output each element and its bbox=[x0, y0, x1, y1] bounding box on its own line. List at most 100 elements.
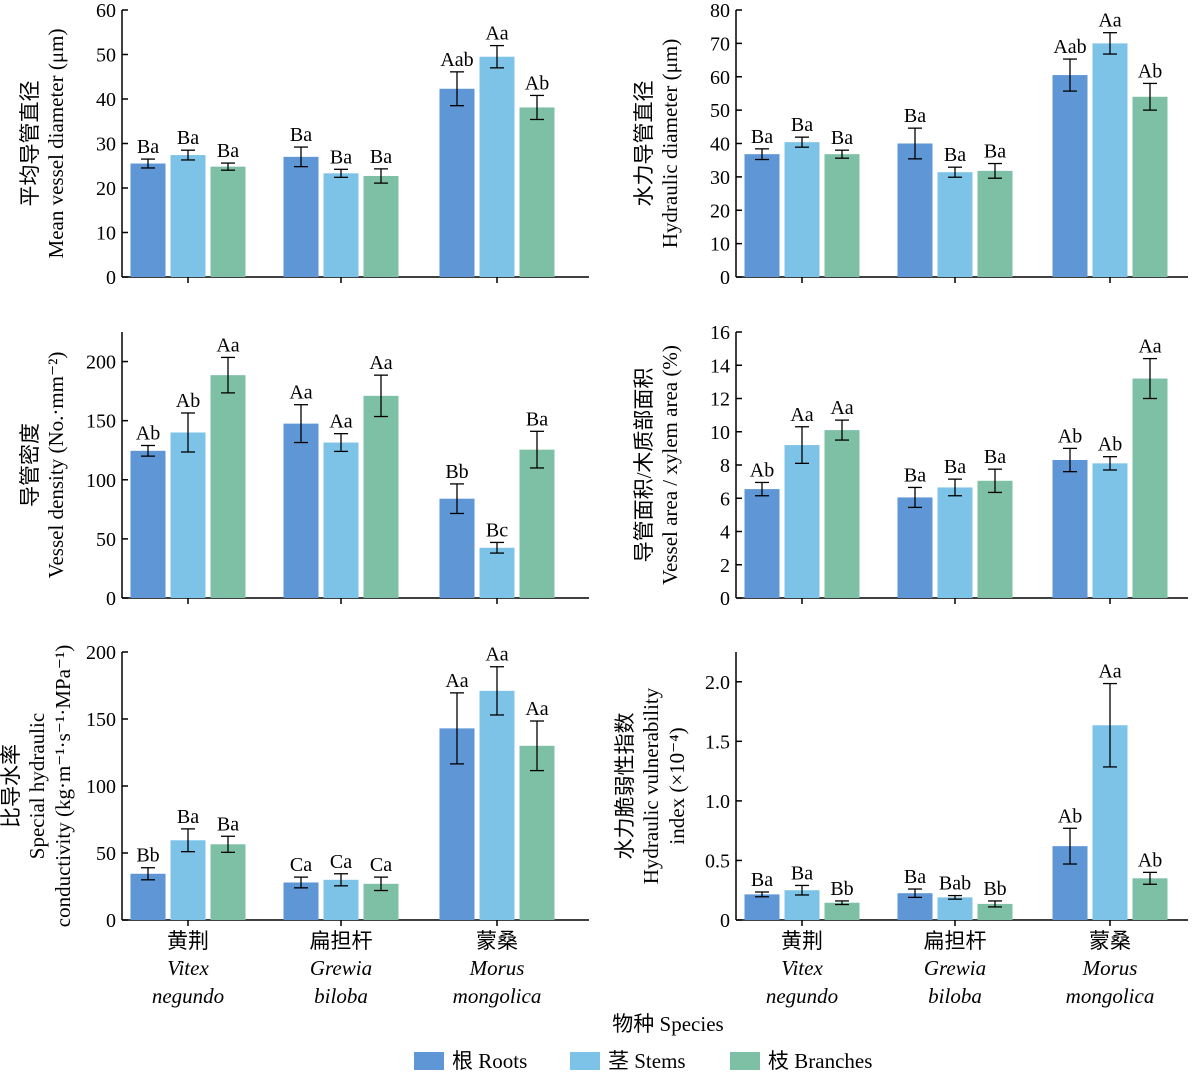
chart-panel-3: 0 50 100 150 200 Ab Aa Bb Ab Aa Bc Aa Aa Ba 导管密度 Vessel… bbox=[18, 332, 589, 610]
bar-stems bbox=[323, 442, 359, 598]
y-tick-label: 150 bbox=[86, 411, 116, 433]
significance-label: Aab bbox=[1053, 36, 1086, 58]
bar-stems bbox=[323, 173, 359, 277]
y-tick-label: 2.0 bbox=[705, 672, 730, 694]
category-label: 黄荆 Vitex negundo bbox=[766, 929, 838, 1008]
y-axis-label: Hydraulic vulnerability bbox=[639, 687, 663, 884]
significance-label: Aa bbox=[1138, 336, 1161, 358]
significance-label: Aa bbox=[525, 698, 548, 720]
category-latin-genus: Morus bbox=[469, 956, 525, 980]
bar-branches bbox=[824, 430, 860, 598]
y-axis-label: conductivity (kg·m⁻¹·s⁻¹·MPa⁻¹) bbox=[51, 645, 75, 928]
significance-label: Ba bbox=[330, 146, 352, 168]
legend-swatch bbox=[730, 1052, 760, 1070]
bar-stems bbox=[1092, 43, 1128, 277]
significance-label: Ab bbox=[1058, 805, 1082, 827]
y-tick-label: 0 bbox=[106, 588, 116, 610]
significance-label: Ab bbox=[176, 390, 200, 412]
significance-label: Ba bbox=[984, 141, 1006, 163]
significance-label: Aa bbox=[369, 352, 392, 374]
legend-item-stems: 茎 Stems bbox=[570, 1049, 686, 1073]
category-latin-genus: Grewia bbox=[310, 956, 372, 980]
significance-label: Ba bbox=[831, 127, 853, 149]
bar-roots bbox=[1052, 460, 1088, 598]
significance-label: Ab bbox=[750, 459, 774, 481]
bar-roots bbox=[439, 498, 475, 598]
bar-stems bbox=[937, 487, 973, 598]
significance-label: Ba bbox=[791, 114, 813, 136]
y-axis-label: Vessel density (No.·mm⁻²) bbox=[44, 352, 68, 579]
category-latin-genus: Grewia bbox=[924, 956, 986, 980]
significance-label: Ba bbox=[370, 146, 392, 168]
bar-branches bbox=[210, 166, 246, 277]
y-tick-label: 0 bbox=[720, 910, 730, 932]
y-tick-label: 0 bbox=[720, 267, 730, 289]
bar-stems bbox=[937, 172, 973, 277]
significance-label: Aa bbox=[830, 397, 853, 419]
bar-branches bbox=[977, 480, 1013, 598]
bar-branches bbox=[519, 107, 555, 277]
y-tick-label: 70 bbox=[710, 33, 730, 55]
y-tick-label: 100 bbox=[86, 776, 116, 798]
y-axis-label: 比导水率 bbox=[0, 744, 23, 828]
category-label: 蒙桑 Morus mongolica bbox=[1066, 929, 1155, 1008]
bar-roots bbox=[130, 450, 166, 598]
significance-label: Aab bbox=[440, 49, 473, 71]
significance-label: Bab bbox=[939, 873, 971, 895]
bar-stems bbox=[784, 142, 820, 277]
significance-label: Ab bbox=[525, 72, 549, 94]
bar-branches bbox=[824, 902, 860, 920]
y-axis-label: 水力导管直径 bbox=[632, 81, 656, 207]
y-tick-label: 14 bbox=[710, 355, 730, 377]
y-tick-label: 30 bbox=[96, 134, 116, 156]
bar-roots bbox=[130, 873, 166, 920]
significance-label: Ba bbox=[791, 862, 813, 884]
significance-label: Ca bbox=[290, 854, 312, 876]
bar-branches bbox=[210, 375, 246, 598]
y-tick-label: 20 bbox=[96, 178, 116, 200]
category-latin-genus: Morus bbox=[1082, 956, 1138, 980]
y-axis-label: 水力脆弱性指数 bbox=[613, 713, 637, 860]
significance-label: Ba bbox=[526, 408, 548, 430]
y-axis-label: index (×10⁻⁴) bbox=[665, 727, 689, 844]
significance-label: Ba bbox=[944, 144, 966, 166]
y-tick-label: 200 bbox=[86, 642, 116, 664]
y-tick-label: 60 bbox=[96, 0, 116, 22]
legend-swatch bbox=[570, 1052, 600, 1070]
y-tick-label: 0 bbox=[720, 588, 730, 610]
legend-label: 枝 Branches bbox=[768, 1049, 872, 1073]
significance-label: Ba bbox=[904, 105, 926, 127]
bar-branches bbox=[1132, 378, 1168, 598]
bar-branches bbox=[519, 745, 555, 920]
y-tick-label: 4 bbox=[720, 522, 730, 544]
significance-label: Ba bbox=[137, 136, 159, 158]
bar-branches bbox=[519, 449, 555, 598]
bar-roots bbox=[439, 88, 475, 277]
significance-label: Ca bbox=[330, 851, 352, 873]
significance-label: Ab bbox=[1138, 849, 1162, 871]
legend-swatch bbox=[414, 1052, 444, 1070]
bar-stems bbox=[784, 445, 820, 598]
significance-label: Bb bbox=[136, 845, 159, 867]
significance-label: Ab bbox=[1138, 60, 1162, 82]
category-cn: 黄荆 bbox=[781, 929, 823, 953]
bar-roots bbox=[283, 156, 319, 277]
significance-label: Aa bbox=[445, 670, 468, 692]
bar-stems bbox=[937, 897, 973, 920]
y-tick-label: 10 bbox=[710, 234, 730, 256]
y-tick-label: 40 bbox=[710, 134, 730, 156]
category-latin-species: biloba bbox=[314, 984, 368, 1008]
y-tick-label: 0 bbox=[106, 267, 116, 289]
category-label: 扁担杆 Grewia biloba bbox=[924, 929, 987, 1008]
significance-label: Ba bbox=[904, 464, 926, 486]
category-latin-species: negundo bbox=[152, 984, 224, 1008]
y-tick-label: 200 bbox=[86, 352, 116, 374]
bar-branches bbox=[363, 175, 399, 277]
y-tick-label: 10 bbox=[710, 422, 730, 444]
category-cn: 黄荆 bbox=[167, 929, 209, 953]
y-tick-label: 60 bbox=[710, 67, 730, 89]
bar-stems bbox=[1092, 463, 1128, 598]
category-cn: 扁担杆 bbox=[924, 929, 987, 953]
bar-stems bbox=[479, 690, 515, 920]
significance-label: Bc bbox=[486, 519, 508, 541]
